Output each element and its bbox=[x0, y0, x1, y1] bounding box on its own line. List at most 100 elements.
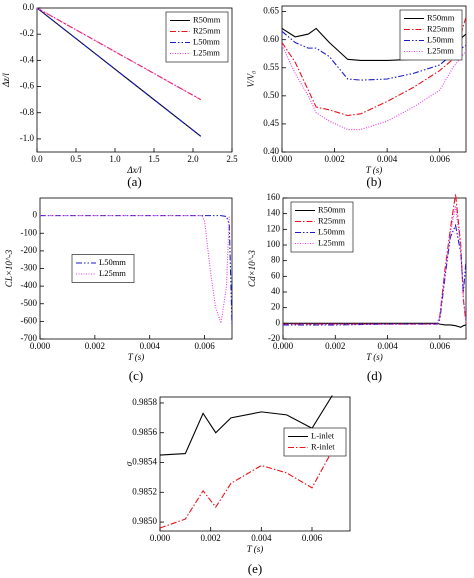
plot-frame bbox=[281, 5, 467, 153]
y-tick-label: 140 bbox=[267, 208, 281, 218]
y-tick-label: 0.65 bbox=[263, 6, 279, 16]
x-tick-label: 0.0 bbox=[31, 154, 43, 164]
line-series bbox=[283, 205, 467, 325]
x-tick-label: 0.004 bbox=[251, 533, 272, 543]
y-axis-label: Δz/l bbox=[1, 73, 11, 88]
y-tick-label: -100 bbox=[21, 227, 38, 237]
legend-label: L50mm bbox=[193, 36, 220, 46]
y-tick-label: 0.0 bbox=[23, 2, 35, 12]
legend-label: R50mm bbox=[427, 12, 455, 22]
legend-label: R50mm bbox=[318, 204, 346, 214]
y-tick-label: 0.9852 bbox=[132, 486, 157, 496]
plot-frame bbox=[159, 396, 351, 532]
y-tick-label: -400 bbox=[21, 280, 38, 290]
y-tick-label: -300 bbox=[21, 263, 38, 273]
y-tick-label: -600 bbox=[21, 315, 38, 325]
y-tick-label: -200 bbox=[21, 245, 38, 255]
x-tick-label: 0.006 bbox=[302, 533, 323, 543]
x-tick-label: 0.000 bbox=[30, 341, 51, 351]
x-tick-label: 0.000 bbox=[273, 341, 294, 351]
y-tick-label: 0.9856 bbox=[132, 427, 157, 437]
x-tick-label: 0.002 bbox=[325, 341, 345, 351]
line-series bbox=[281, 17, 467, 117]
y-axis-label: σ bbox=[124, 461, 134, 466]
x-axis-label: T (s) bbox=[366, 352, 383, 362]
caption: (b) bbox=[366, 174, 381, 189]
x-tick-label: 2.5 bbox=[226, 154, 238, 164]
y-tick-label: 0.9858 bbox=[132, 397, 157, 407]
y-axis-label: Cd×10^-3 bbox=[247, 250, 257, 287]
x-axis-label: T (s) bbox=[247, 544, 264, 554]
x-tick-label: 0.002 bbox=[85, 341, 105, 351]
legend-label: L25mm bbox=[193, 47, 220, 57]
y-tick-label: -0.8 bbox=[20, 107, 35, 117]
legend-label: R50mm bbox=[193, 14, 221, 24]
caption: (e) bbox=[248, 561, 262, 576]
plot-frame bbox=[36, 7, 233, 153]
legend-label: R25mm bbox=[318, 215, 346, 225]
y-tick-label: -700 bbox=[21, 333, 38, 343]
legend-label: L25mm bbox=[99, 268, 126, 278]
line-series bbox=[283, 322, 467, 328]
y-tick-label: 40 bbox=[271, 286, 281, 296]
y-tick-label: 0 bbox=[33, 210, 38, 220]
x-tick-label: 0.006 bbox=[430, 341, 451, 351]
legend-label: L50mm bbox=[318, 226, 345, 236]
line-series bbox=[40, 215, 230, 324]
y-tick-label: -0.6 bbox=[20, 81, 35, 91]
y-tick-label: 0 bbox=[276, 317, 281, 327]
legend-label: R25mm bbox=[193, 25, 221, 35]
legend-label: L50mm bbox=[99, 257, 126, 267]
line-series bbox=[40, 215, 233, 325]
caption: (a) bbox=[127, 174, 141, 189]
y-tick-label: -0.2 bbox=[20, 28, 34, 38]
line-series bbox=[159, 450, 333, 529]
line-series bbox=[36, 7, 202, 101]
plot-frame bbox=[282, 197, 467, 340]
y-tick-label: 0.45 bbox=[263, 118, 279, 128]
y-axis-label: CL×10^-3 bbox=[4, 249, 14, 287]
legend-label: L50mm bbox=[427, 34, 454, 44]
x-tick-label: 0.004 bbox=[140, 341, 161, 351]
x-tick-label: 0.5 bbox=[70, 154, 82, 164]
y-tick-label: -1.0 bbox=[20, 133, 35, 143]
legend-label: L25mm bbox=[427, 45, 454, 55]
y-tick-label: 80 bbox=[271, 255, 281, 265]
x-tick-label: 0.000 bbox=[272, 154, 293, 164]
y-tick-label: 20 bbox=[271, 302, 281, 312]
y-tick-label: 0.60 bbox=[263, 34, 279, 44]
x-axis-label: Δx/l bbox=[126, 165, 142, 175]
x-axis-label: T (s) bbox=[366, 165, 383, 175]
legend-box bbox=[71, 254, 135, 283]
x-tick-label: 0.004 bbox=[377, 341, 398, 351]
y-tick-label: 160 bbox=[267, 192, 281, 202]
y-tick-label: -20 bbox=[268, 333, 280, 343]
legend-label: R25mm bbox=[427, 23, 455, 33]
x-tick-label: 2.0 bbox=[187, 154, 199, 164]
x-tick-label: 0.002 bbox=[201, 533, 221, 543]
line-series bbox=[281, 45, 467, 131]
y-tick-label: 0.55 bbox=[263, 62, 279, 72]
y-tick-label: -0.4 bbox=[20, 54, 35, 64]
x-tick-label: 1.0 bbox=[109, 154, 121, 164]
y-tick-label: 60 bbox=[271, 270, 281, 280]
x-tick-label: 0.006 bbox=[430, 154, 451, 164]
y-tick-label: 0.40 bbox=[263, 146, 279, 156]
y-tick-label: 0.9850 bbox=[132, 516, 157, 526]
caption: (d) bbox=[367, 368, 382, 383]
x-axis-label: T (s) bbox=[128, 352, 145, 362]
legend-label: R-inlet bbox=[311, 441, 335, 451]
line-series bbox=[281, 30, 467, 81]
y-tick-label: -500 bbox=[21, 298, 38, 308]
legend-box bbox=[283, 427, 347, 457]
line-series bbox=[159, 395, 333, 456]
legend-label: L-inlet bbox=[311, 430, 335, 440]
y-tick-label: 0.50 bbox=[263, 90, 279, 100]
y-axis-label: V/V₀ bbox=[246, 71, 256, 88]
x-tick-label: 0.006 bbox=[194, 341, 215, 351]
x-tick-label: 1.5 bbox=[148, 154, 160, 164]
y-tick-label: 0.9854 bbox=[132, 457, 157, 467]
line-series bbox=[36, 7, 202, 137]
caption: (c) bbox=[129, 368, 143, 383]
